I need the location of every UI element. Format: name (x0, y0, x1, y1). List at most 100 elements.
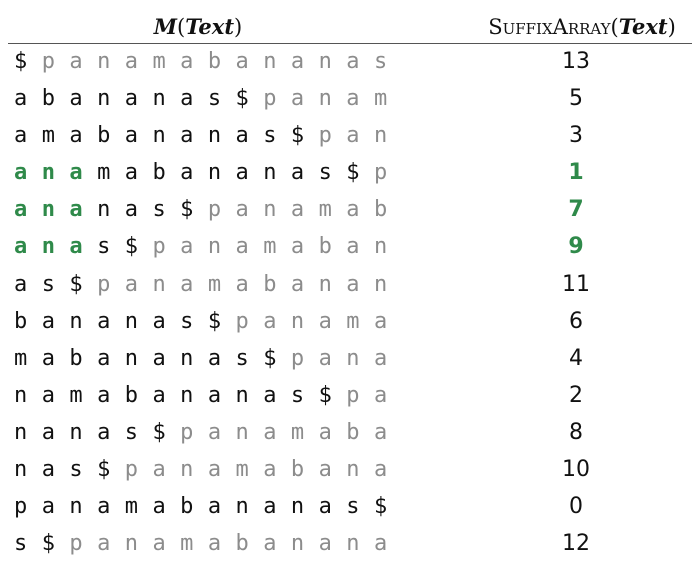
rotation-char: a (318, 308, 332, 334)
rotation-char: $ (318, 382, 332, 408)
rotation-char: a (124, 49, 138, 74)
rotation-char: a (180, 86, 194, 112)
rotation-char: m (97, 160, 111, 186)
rotation-char: a (290, 160, 305, 186)
rotation-char: n (346, 531, 360, 557)
rotation-char: b (41, 86, 55, 112)
rotation-cell: b a n a n a s $ p a n a m a (14, 303, 402, 340)
rotation-cell: n a m a b a n a n a s $ p a (14, 377, 402, 414)
rotation-char: p (318, 123, 332, 149)
rotation-char: n (69, 419, 83, 445)
rotation-char: n (373, 123, 388, 149)
rotation-char: a (14, 197, 28, 223)
matrix-title-argument: Text (185, 14, 235, 39)
rotation-cell: a s $ p a n a m a b a n a n (14, 266, 402, 303)
rotation-char: n (69, 494, 83, 520)
rotation-char: a (180, 234, 194, 260)
table-row: a s $ p a n a m a b a n a n 11 (0, 266, 700, 303)
rotation-char: a (263, 308, 277, 334)
rotation-char: a (235, 234, 249, 260)
suffix-array-title-name: SuffixArray (488, 15, 611, 39)
rotation-char: a (180, 271, 194, 297)
suffix-array-title-argument: Text (618, 14, 668, 39)
rotation-char: a (318, 345, 332, 371)
rotation-char: a (373, 419, 388, 445)
rotation-char: $ (69, 271, 83, 297)
rotation-char: a (318, 531, 332, 557)
rotation-char: m (290, 419, 305, 445)
rotation-char: n (290, 308, 305, 334)
rotation-char: n (180, 345, 194, 371)
rotation-char: n (124, 308, 138, 334)
rotation-char: n (97, 49, 111, 74)
rotation-char: n (152, 123, 166, 149)
suffix-array-value: 1 (568, 160, 584, 186)
rotation-char: a (235, 123, 249, 149)
rotation-char: n (290, 494, 305, 520)
rotation-char: a (69, 86, 83, 112)
table-row: n a s $ p a n a m a b a n a 10 (0, 451, 700, 488)
rotation-char: m (152, 49, 166, 74)
rotation-char: a (263, 494, 277, 520)
rotation-char: a (124, 123, 138, 149)
rotation-char: $ (124, 234, 138, 260)
rotation-cell: a n a n a s $ p a n a m a b (14, 191, 402, 228)
rotation-char: a (14, 271, 28, 297)
rotation-char: s (318, 160, 332, 186)
rotation-char: n (235, 382, 249, 408)
rotation-char: a (41, 345, 55, 371)
matrix-title-symbol: M (153, 14, 178, 39)
rotation-table: $ p a n a m a b a n a n a s 13 a b a n a n a s $ p a n a m 5 a m a b a n a n a… (0, 43, 700, 562)
rotation-char: $ (152, 419, 166, 445)
rotation-char: a (14, 123, 28, 149)
rotation-char: n (235, 419, 249, 445)
rotation-char: n (152, 271, 166, 297)
suffix-array-value: 0 (569, 494, 583, 520)
rotation-char: p (97, 271, 111, 297)
rotation-char: a (373, 457, 388, 483)
rotation-char: s (373, 49, 388, 74)
rotation-char: m (318, 197, 332, 223)
rotation-char: a (207, 345, 222, 371)
rotation-char: $ (373, 494, 388, 520)
rotation-char: b (152, 160, 166, 186)
rotation-char: p (290, 345, 305, 371)
rotation-char: a (180, 49, 194, 74)
rotation-char: n (14, 457, 28, 483)
rotation-char: n (318, 271, 332, 297)
rotation-cell: a n a m a b a n a n a s $ p (14, 154, 402, 191)
rotation-char: s (152, 197, 166, 223)
rotation-cell: p a n a m a b a n a n a s $ (14, 488, 402, 525)
rotation-char: s (124, 419, 138, 445)
rotation-char: n (263, 160, 277, 186)
suffix-array-column-title: SuffixArray(Text) (468, 10, 696, 44)
rotation-char: p (152, 234, 166, 260)
rotation-char: a (318, 494, 332, 520)
rotation-char: n (373, 234, 388, 260)
rotation-char: a (152, 345, 166, 371)
rotation-char: m (207, 271, 222, 297)
rotation-char: n (207, 123, 222, 149)
rotation-char: n (346, 345, 360, 371)
rotation-char: a (97, 382, 111, 408)
matrix-column-title: M(Text) (8, 10, 388, 44)
rotation-char: $ (14, 49, 28, 74)
rotation-char: a (318, 419, 332, 445)
table-row: p a n a m a b a n a n a s $0 (0, 488, 700, 525)
rotation-char: a (263, 457, 277, 483)
rotation-char: a (69, 160, 83, 186)
rotation-char: a (207, 531, 222, 557)
matrix-title-close-paren: ) (234, 15, 243, 39)
rotation-char: p (180, 419, 194, 445)
rotation-char: a (152, 457, 166, 483)
rotation-cell: a n a s $ p a n a m a b a n (14, 228, 402, 265)
rotation-char: s (235, 345, 249, 371)
rotation-char: b (180, 494, 194, 520)
rotation-char: a (290, 234, 305, 260)
rotation-char: p (373, 160, 388, 186)
rotation-char: n (318, 49, 332, 74)
rotation-cell: n a s $ p a n a m a b a n a (14, 451, 402, 488)
suffix-array-value: 3 (569, 123, 583, 149)
rotation-cell: $ p a n a m a b a n a n a s (14, 43, 402, 80)
table-row: m a b a n a n a s $ p a n a 4 (0, 340, 700, 377)
